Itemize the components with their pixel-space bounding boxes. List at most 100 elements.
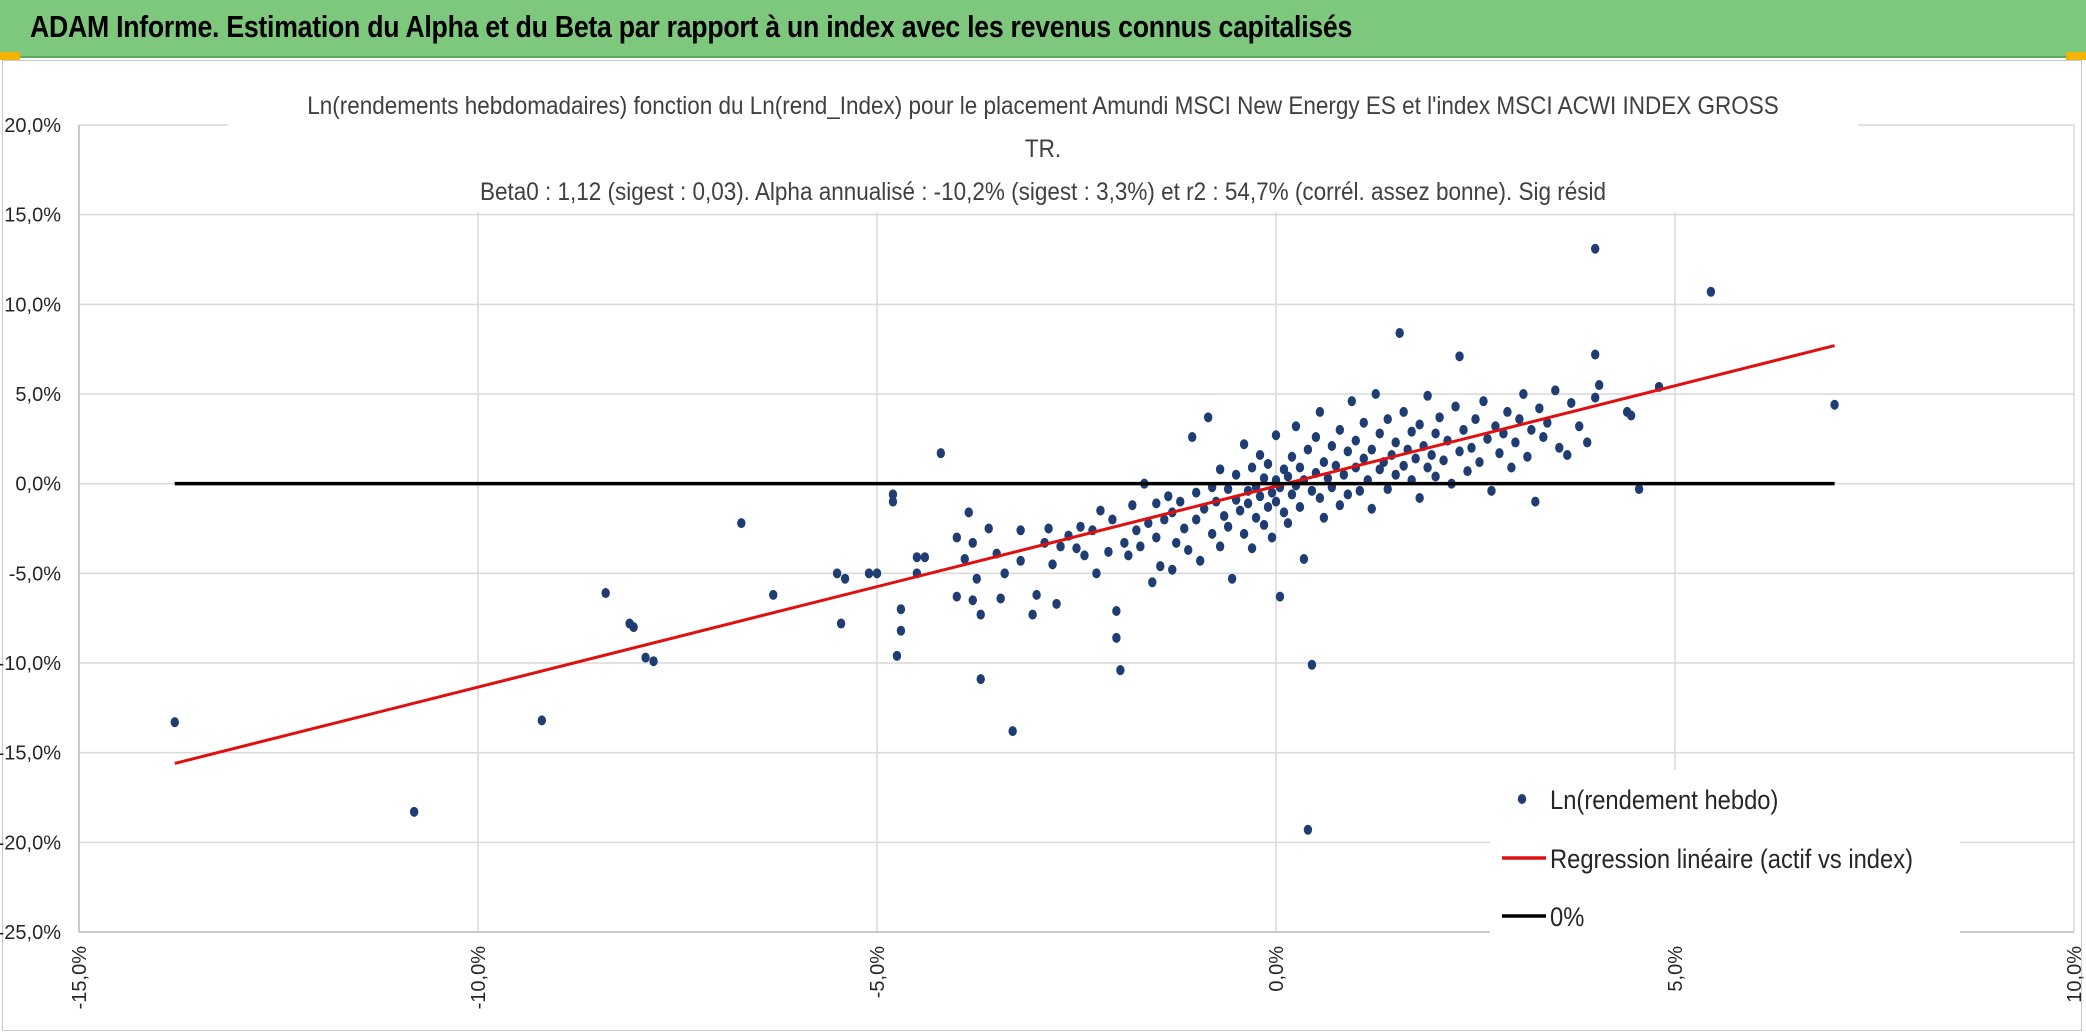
data-point (1056, 541, 1065, 552)
data-point (641, 652, 650, 663)
data-point (1471, 414, 1480, 425)
data-point (964, 507, 973, 518)
data-point (888, 489, 898, 500)
data-point (1415, 493, 1424, 504)
data-point (1399, 406, 1408, 417)
data-point (1263, 458, 1273, 469)
data-point (1128, 500, 1137, 511)
data-point (920, 552, 930, 563)
data-point (1339, 469, 1349, 480)
data-point (840, 573, 850, 584)
data-point (1351, 435, 1361, 446)
data-point (1395, 328, 1404, 339)
data-point (1116, 665, 1125, 676)
data-point (1455, 351, 1464, 362)
data-point (1483, 433, 1492, 444)
data-point (1072, 543, 1081, 554)
data-point (1148, 577, 1157, 588)
data-point (1591, 243, 1600, 254)
y-tick-label: -20,0% (0, 832, 61, 854)
data-point (1108, 514, 1117, 525)
data-point (1239, 439, 1249, 450)
data-point (832, 568, 842, 579)
data-point (1152, 498, 1161, 509)
data-point (1435, 412, 1444, 423)
data-point (1188, 432, 1197, 443)
regression-line (174, 344, 1835, 765)
data-point (1164, 491, 1173, 502)
data-point (1531, 496, 1540, 507)
data-point (1195, 555, 1205, 566)
data-point (1152, 532, 1161, 543)
data-point (1184, 545, 1193, 556)
data-point (1267, 487, 1277, 498)
data-point (1096, 505, 1105, 516)
data-point (1830, 399, 1839, 410)
data-point (1255, 491, 1265, 502)
data-point (1463, 466, 1472, 477)
data-point (1267, 532, 1277, 543)
data-point (1591, 349, 1600, 360)
data-point (952, 532, 961, 543)
legend-label: Ln(rendement hebdo) (1550, 786, 1778, 816)
data-point (1431, 471, 1440, 482)
x-tick-label: -5,0% (867, 946, 889, 998)
data-point (1259, 519, 1269, 530)
data-point (976, 609, 985, 620)
data-point (1192, 514, 1201, 525)
data-point (1299, 553, 1309, 564)
data-point (1335, 424, 1345, 435)
chart-frame (2, 60, 2082, 1031)
data-point (1172, 537, 1181, 548)
data-point (1535, 403, 1544, 414)
data-point (1207, 528, 1217, 539)
data-point (1203, 412, 1213, 423)
data-point (976, 674, 985, 685)
x-tick-label: -15,0% (69, 946, 91, 1010)
data-point (1423, 390, 1432, 401)
data-point (1591, 392, 1600, 403)
data-point (1168, 564, 1177, 575)
data-point (968, 537, 977, 548)
data-point (1519, 389, 1528, 399)
data-point (1112, 632, 1121, 643)
data-point (1219, 510, 1229, 521)
data-point (1120, 537, 1129, 548)
y-tick-label: -10,0% (0, 653, 61, 675)
data-point (1000, 568, 1009, 579)
data-point (1223, 521, 1233, 532)
data-point (1044, 523, 1053, 534)
data-point (1367, 503, 1376, 514)
data-point (1359, 417, 1368, 428)
data-point (1415, 419, 1424, 430)
data-point (896, 625, 906, 636)
data-point (1475, 457, 1484, 468)
data-point (1271, 430, 1281, 441)
data-point (1427, 449, 1436, 460)
data-point (1315, 406, 1325, 417)
data-point (1343, 446, 1353, 457)
data-point (1487, 485, 1496, 496)
data-point (912, 552, 922, 563)
data-point (1335, 500, 1345, 511)
data-point (1399, 460, 1408, 471)
data-point (1076, 521, 1085, 532)
y-tick-label: 10,0% (4, 294, 61, 316)
data-point (1311, 432, 1321, 443)
data-point (1331, 460, 1341, 471)
data-point (1104, 546, 1113, 557)
report-banner: ADAM Informe. Estimation du Alpha et du … (0, 0, 2086, 58)
data-point (1359, 453, 1368, 464)
data-point (1479, 396, 1488, 407)
data-point (1032, 589, 1041, 600)
x-tick-label: 0,0% (1266, 946, 1288, 992)
data-point (1567, 397, 1576, 408)
series (170, 243, 1839, 835)
data-point (1391, 469, 1400, 480)
report-title: ADAM Informe. Estimation du Alpha et du … (30, 9, 1353, 44)
data-point (960, 553, 969, 564)
data-point (1283, 471, 1293, 482)
data-point (1279, 507, 1289, 518)
y-tick-label: -25,0% (0, 922, 61, 944)
y-tick-label: 0,0% (15, 474, 61, 496)
